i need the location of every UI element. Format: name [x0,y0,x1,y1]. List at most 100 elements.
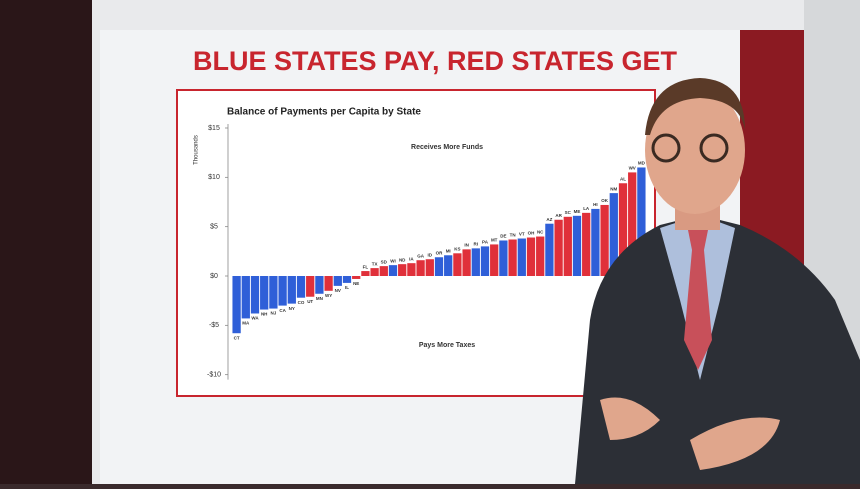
category-label: OH [528,231,535,236]
category-label: CA [279,308,286,313]
category-label: RI [474,242,479,247]
category-label: CT [234,335,240,340]
bar [453,253,462,276]
y-axis-label: Thousands [194,135,200,165]
category-label: SC [565,210,572,215]
y-tick-label: $15 [208,125,220,132]
bar [260,276,269,310]
bar [379,266,388,276]
bar [398,264,407,276]
y-tick-label: $10 [208,174,220,181]
bar [591,208,600,276]
bar [232,276,241,334]
category-label: WI [390,258,396,263]
bar [582,212,591,276]
annotation: Pays More Taxes [419,342,475,349]
category-label: NC [537,230,544,235]
bar [545,223,554,276]
bar [333,276,342,286]
category-label: AR [555,213,562,218]
category-label: UT [307,299,313,304]
bar [490,244,499,276]
bar [296,276,306,298]
bar [508,239,517,276]
hair [645,78,745,135]
category-label: MT [491,238,498,243]
category-label: TN [510,233,516,238]
category-label: NM [610,186,617,191]
category-label: HI [593,202,598,207]
head [645,86,745,214]
bar [370,268,379,276]
category-label: GA [417,253,425,258]
bar [471,248,480,276]
studio-left [0,0,100,484]
bar [462,249,471,276]
bar [444,255,453,276]
y-tick-label: -$5 [209,322,219,329]
category-label: NE [353,281,359,286]
category-label: KS [454,246,460,251]
hand [690,417,780,470]
category-label: VT [519,232,525,237]
annotation: Receives More Funds [411,144,483,151]
category-label: NV [335,288,341,293]
category-label: MN [316,296,323,301]
category-label: WA [251,316,259,321]
category-label: ME [574,209,581,214]
bar [637,167,646,276]
category-label: LA [583,206,590,211]
bar [315,276,324,294]
hand [600,397,660,440]
bar [618,183,628,276]
bar [241,276,250,319]
category-label: TX [372,261,378,266]
bar [407,263,416,276]
bar [526,237,536,276]
category-label: IA [409,256,414,261]
category-label: OR [436,250,444,255]
y-tick-label: $0 [210,273,218,280]
category-label: ND [399,257,406,262]
headline: BLUE STATES PAY, RED STATES GET [193,46,678,76]
bar [250,276,260,314]
tie [684,230,712,370]
category-label: MA [242,321,250,326]
category-label: MD [638,161,646,166]
bar [416,260,425,276]
category-label: SD [381,259,388,264]
category-label: WY [325,293,332,298]
category-label: WV [629,166,636,171]
bar [361,271,370,276]
category-label: CO [298,300,305,305]
bar [306,276,315,297]
category-label: NY [289,306,295,311]
bar [536,236,545,276]
category-label: OK [601,198,609,203]
bar [480,246,490,276]
glasses [651,133,681,163]
category-label: FL [363,264,369,269]
bar [425,259,434,276]
bar [352,276,361,279]
bar [600,204,609,276]
bar [628,172,637,276]
category-label: ID [428,252,433,257]
bar [342,276,352,283]
presenter [575,78,860,484]
bar [269,276,278,309]
bar [609,193,618,276]
category-label: IL [345,285,349,290]
bar [388,265,398,276]
category-label: NH [261,312,268,317]
y-tick-label: -$10 [207,372,221,379]
bar [563,216,572,276]
glasses [699,133,729,163]
bar [499,240,508,276]
category-label: IN [464,243,469,248]
category-label: NJ [271,311,277,316]
category-label: MI [446,248,451,253]
bar [287,276,296,304]
category-label: DE [500,234,506,239]
